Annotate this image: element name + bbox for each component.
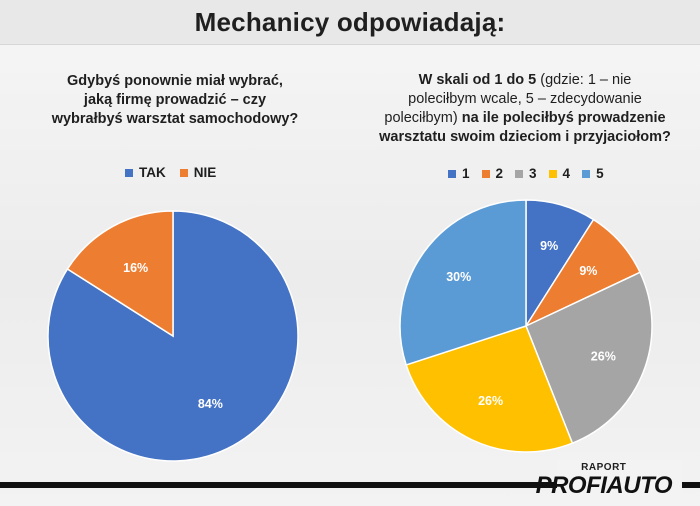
- right-title-bold: W skali od 1 do 5: [418, 72, 537, 88]
- legend-label: NIE: [193, 165, 217, 180]
- left-chart-legend: TAK NIE: [125, 165, 216, 180]
- legend-swatch: [125, 168, 133, 177]
- pie-data-label: 30%: [446, 270, 471, 284]
- left-chart-title: Gdybyś ponownie miał wybrać, jaką firmę …: [40, 72, 310, 129]
- pie-data-label: 26%: [478, 394, 503, 408]
- pie-data-label: 9%: [579, 264, 597, 278]
- right-title-line: poleciłbym) na ile poleciłbyś prowadzeni…: [360, 109, 690, 128]
- legend-label: 3: [529, 166, 537, 181]
- legend-swatch: [548, 169, 557, 178]
- pie-data-label: 16%: [123, 261, 148, 275]
- left-title-line: jaką firmę prowadzić – czy: [83, 92, 267, 108]
- pie-slice-4: [405, 325, 574, 453]
- pie-slice-5: [399, 199, 527, 366]
- legend-label: 5: [596, 166, 604, 181]
- legend-swatch: [582, 169, 591, 178]
- footer-bar: [0, 482, 700, 488]
- pie-data-label: 9%: [540, 239, 558, 253]
- right-chart-legend: 1 2 3 4 5: [448, 166, 604, 181]
- left-title-line: Gdybyś ponownie miał wybrać,: [67, 73, 283, 89]
- legend-label: 2: [495, 166, 504, 181]
- legend-item: 5: [582, 166, 604, 181]
- legend-label: 1: [462, 166, 470, 181]
- pie-slice-3: [525, 271, 653, 445]
- legend-label: 4: [562, 166, 571, 181]
- right-chart-title: W skali od 1 do 5 (gdzie: 1 – nie poleci…: [360, 71, 690, 147]
- page-header: Mechanicy odpowiadają:: [0, 0, 700, 45]
- pie-slice-nie: [66, 210, 174, 338]
- right-title-line: poleciłbym wcale, 5 – zdecydowanie: [408, 91, 642, 107]
- brand-background: [557, 460, 682, 506]
- legend-swatch: [448, 169, 456, 178]
- legend-item: TAK: [125, 165, 166, 180]
- right-title-bold: na ile poleciłbyś prowadzenie: [457, 110, 666, 126]
- left-pie-chart: 84% 16%: [47, 210, 299, 462]
- page-title: Mechanicy odpowiadają:: [194, 6, 506, 37]
- right-pie-chart: 9% 9% 26% 26% 30%: [399, 199, 653, 453]
- legend-label: TAK: [139, 165, 166, 180]
- right-title-line: warsztatu swoim dzieciom i przyjaciołom?: [379, 129, 671, 145]
- legend-swatch: [179, 168, 188, 177]
- legend-swatch: [481, 169, 490, 178]
- brand-raport-label: RAPORT: [581, 462, 627, 473]
- legend-item: 3: [515, 166, 537, 181]
- left-title-line: wybrałbyś warsztat samochodowy?: [51, 111, 299, 127]
- right-title-normal: (gdzie: 1 – nie: [536, 72, 632, 88]
- pie-data-label: 84%: [198, 397, 223, 411]
- pie-data-label: 26%: [591, 350, 616, 364]
- brand-logo: RAPORT PROFIAUTO: [535, 462, 673, 499]
- legend-swatch: [515, 169, 524, 178]
- right-title-line: W skali od 1 do 5 (gdzie: 1 – nie: [360, 71, 690, 90]
- brand-logo-text: PROFIAUTO: [535, 472, 673, 499]
- legend-item: 2: [481, 166, 504, 181]
- legend-item: NIE: [179, 165, 217, 180]
- right-title-normal: poleciłbym): [384, 110, 458, 126]
- legend-item: 1: [448, 166, 470, 181]
- legend-item: 4: [548, 166, 571, 181]
